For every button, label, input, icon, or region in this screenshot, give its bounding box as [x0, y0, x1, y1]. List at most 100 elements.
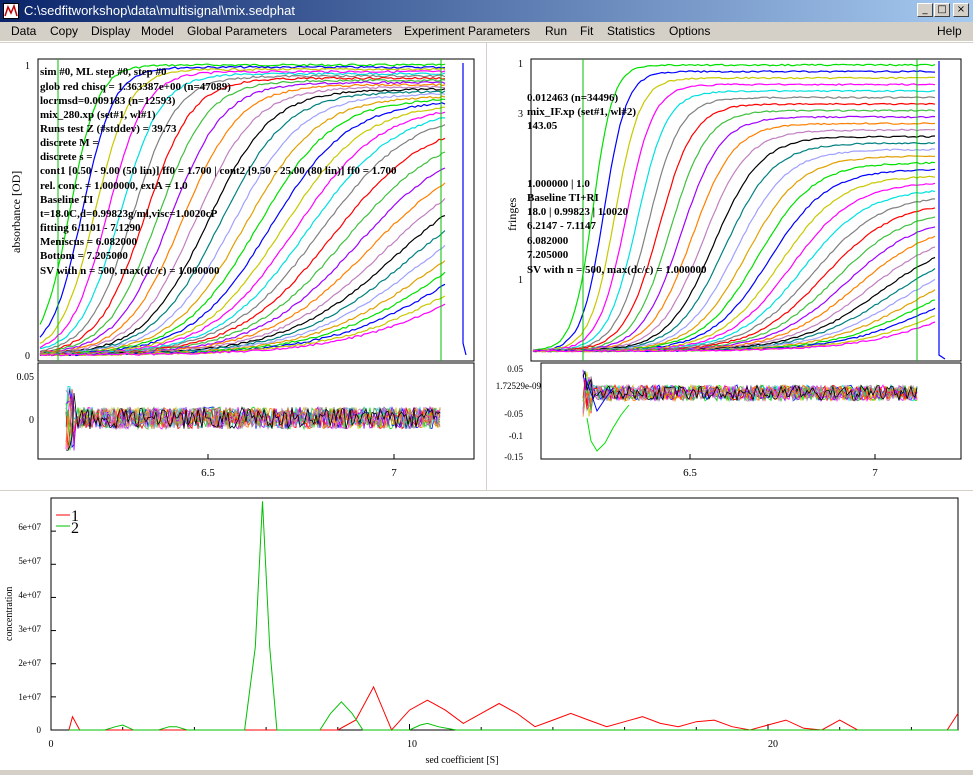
window-title: C:\sedfitworkshop\data\multisignal\mix.s… [24, 3, 295, 18]
sedimentation-curve [39, 74, 446, 353]
right-resid-ytick: -0.1 [509, 431, 523, 441]
sedimentation-curve [39, 85, 446, 354]
left-plot-svg: 1 0 absorbance [OD] sim #0, ML step #0, … [9, 58, 475, 479]
left-info-line: rel. conc. = 1.000000, extA = 1.0 [40, 180, 188, 192]
right-resid-ytick: -0.05 [504, 409, 523, 419]
sedimentation-curve [40, 78, 446, 353]
right-resid-ytick: 0.05 [507, 364, 523, 374]
right-info-text: 0.012463 (n=34496) mix_IF.xp (set#1, wl#… [527, 92, 707, 276]
residual-trace [65, 389, 441, 442]
sedimentation-curve [39, 72, 446, 350]
right-residual-traces [582, 369, 918, 452]
menu-run[interactable]: Run [545, 24, 568, 38]
menu-help[interactable]: Help [937, 24, 962, 38]
interference-curve [532, 63, 936, 352]
left-info-text: sim #0, ML step #0, step #0 glob red chi… [40, 66, 397, 277]
residual-trace [582, 378, 918, 415]
sedimentation-curve [39, 95, 446, 356]
app-icon [3, 3, 19, 19]
residual-deviation-trace [584, 377, 614, 413]
left-xtick: 6.5 [201, 467, 215, 479]
interference-curve [532, 76, 935, 352]
menu-copy[interactable]: Copy [50, 24, 79, 38]
right-ytick: 1 [518, 59, 523, 70]
sedimentation-curve [39, 69, 446, 349]
maximize-button[interactable]: □ [934, 3, 950, 17]
left-plot-panel: 1 0 absorbance [OD] sim #0, ML step #0, … [0, 43, 486, 490]
sedimentation-curve [39, 81, 446, 354]
right-plot-panel: 1 3 1 fringes 0.012463 (n=34496) mix_IF.… [487, 43, 973, 490]
menu-options[interactable]: Options [669, 24, 711, 38]
interference-curve [532, 89, 936, 352]
menu-display[interactable]: Display [91, 24, 131, 38]
legend-label-2: 2 [71, 520, 79, 537]
title-bar: C:\sedfitworkshop\data\multisignal\mix.s… [0, 0, 973, 22]
dist-ytick: 5e+07 [18, 556, 41, 566]
left-info-line: Meniscus = 6.082000 [40, 236, 138, 248]
left-info-line: mix_280.xp (set#1, wl#1) [40, 109, 156, 121]
right-resid-ytick: 1.72529e-09 [496, 381, 542, 391]
menu-global-parameters[interactable]: Global Parameters [187, 24, 288, 38]
dist-ytick: 6e+07 [18, 522, 41, 532]
menu-fit[interactable]: Fit [580, 24, 594, 38]
left-info-line: Runs test Z (#stddev) = 39.73 [40, 123, 177, 135]
residual-trace [582, 383, 918, 412]
dist-xtick: 0 [49, 739, 54, 750]
left-ytick-0: 0 [25, 351, 30, 362]
dist-ytick: 2e+07 [18, 658, 41, 668]
residual-deviation-trace [586, 404, 630, 452]
close-button[interactable]: × [953, 3, 969, 17]
right-residual-frame [540, 362, 962, 460]
left-info-line: glob red chisq = 1.363387e+00 (n=47089) [40, 81, 231, 93]
right-info-line: Baseline TI+RI [527, 192, 599, 204]
left-residual-traces [65, 386, 441, 451]
right-ytick: 1 [518, 275, 523, 286]
left-resid-ytick: 0 [29, 415, 34, 426]
distribution-series-2 [68, 501, 958, 731]
minimize-button[interactable]: _ [917, 3, 933, 17]
left-info-line: cont1 [0.50 - 9.00 (50 lin)] ff0 = 1.700… [40, 165, 397, 177]
left-info-line: Bottom = 7.205000 [40, 250, 128, 262]
dist-ylabel: concentration [4, 587, 15, 641]
dist-ytick: 3e+07 [18, 624, 41, 634]
right-info-line: 1.000000 | 1.0 [527, 178, 590, 190]
right-info-line: 143.05 [527, 120, 558, 132]
distribution-svg: 6e+07 5e+07 4e+07 3e+07 2e+07 1e+07 0 0 … [4, 497, 959, 766]
sedimentation-curve [39, 67, 446, 344]
distribution-plot-panel: 6e+07 5e+07 4e+07 3e+07 2e+07 1e+07 0 0 … [0, 491, 973, 770]
sedimentation-curve [39, 76, 446, 353]
left-info-line: discrete M = [40, 137, 99, 149]
right-info-line: 0.012463 (n=34496) [527, 92, 619, 104]
menu-local-parameters[interactable]: Local Parameters [298, 24, 393, 38]
menu-model[interactable]: Model [141, 24, 174, 38]
residual-trace [65, 392, 441, 451]
left-ylabel: absorbance [OD] [9, 171, 23, 253]
left-data-curves [39, 63, 467, 357]
dist-ytick: 0 [37, 725, 42, 735]
left-xtick: 7 [391, 467, 397, 479]
interference-curve [533, 70, 936, 352]
right-ytick: 3 [518, 109, 523, 120]
menu-data[interactable]: Data [11, 24, 37, 38]
right-info-line: 6.2147 - 7.1147 [527, 220, 597, 232]
menu-experiment-parameters[interactable]: Experiment Parameters [404, 24, 531, 38]
sedimentation-curve [39, 83, 446, 355]
right-info-line: SV with n = 500, max(dc/c) = 1.000000 [527, 264, 707, 276]
bottom-spike-curve [462, 63, 467, 356]
dist-ytick: 1e+07 [18, 692, 41, 702]
sedimentation-curve [39, 63, 446, 325]
sedimentation-curve [39, 303, 446, 357]
sedimentation-curve [39, 87, 446, 355]
left-info-line: fitting 6.1101 - 7.1290 [40, 222, 141, 234]
menu-statistics[interactable]: Statistics [607, 24, 656, 38]
interference-curve [532, 321, 936, 353]
dist-xtick: 20 [768, 739, 778, 750]
right-info-line: mix_IF.xp (set#1, wl#2) [527, 106, 636, 118]
distribution-frame [50, 497, 959, 731]
right-bottom-spike-curve [938, 61, 946, 360]
dist-xtick: 10 [407, 739, 417, 750]
left-info-line: Baseline TI [40, 194, 93, 206]
interference-curve [532, 96, 936, 353]
left-info-line: t=18.0C,d=0.99823g/ml,visc=1.0020cP [40, 208, 218, 220]
right-resid-ytick: -0.15 [504, 452, 523, 462]
